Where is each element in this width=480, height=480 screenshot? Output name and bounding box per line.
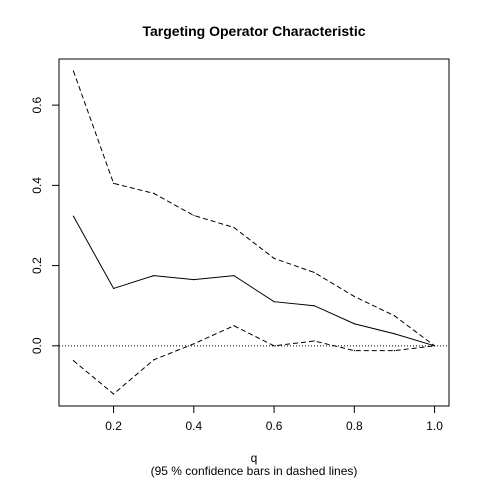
lower-confidence-line-point <box>112 393 115 395</box>
y-axis: 0.0 0.2 0.4 0.6 <box>30 96 60 354</box>
upper-confidence-line <box>72 70 435 347</box>
x-tick-label: 0.6 <box>266 419 283 433</box>
lower-confidence-line-point <box>433 345 436 347</box>
estimate-line <box>73 216 435 347</box>
estimate-line-point <box>353 323 355 325</box>
x-axis-label: q <box>251 451 258 465</box>
estimate-line-point <box>273 301 275 303</box>
upper-confidence-line-point <box>353 295 355 298</box>
y-tick-label: 0.6 <box>30 96 44 113</box>
x-tick-label: 1.0 <box>426 419 443 433</box>
lower-confidence-line-point <box>353 350 355 352</box>
lower-confidence-line-point <box>313 340 315 342</box>
upper-confidence-line-point <box>273 257 275 259</box>
estimate-line-point <box>233 275 235 277</box>
lower-confidence-line <box>73 325 435 395</box>
upper-confidence-line-point <box>193 214 195 217</box>
chart-title: Targeting Operator Characteristic <box>142 23 365 39</box>
upper-confidence-line-point <box>233 226 235 229</box>
upper-confidence-line-point <box>112 182 115 184</box>
lower-confidence-line-point <box>393 350 396 352</box>
upper-confidence-line-point <box>153 192 155 194</box>
lower-confidence-line-point <box>153 359 155 361</box>
estimate-line-point <box>193 279 195 281</box>
y-tick-label: 0.0 <box>30 337 44 354</box>
y-tick-label: 0.2 <box>30 257 44 274</box>
upper-confidence-line-point <box>72 70 75 72</box>
estimate-line-point <box>112 287 115 290</box>
lower-confidence-line-point <box>233 325 235 327</box>
plot-frame <box>58 58 450 407</box>
y-tick-label: 0.4 <box>30 177 44 194</box>
lower-confidence-line-point <box>193 343 195 345</box>
lower-confidence-line-point <box>72 360 75 362</box>
series-group <box>72 70 436 395</box>
x-tick-label: 0.2 <box>105 419 122 433</box>
x-axis-subtitle: (95 % confidence bars in dashed lines) <box>151 464 358 478</box>
estimate-line-point <box>313 305 315 307</box>
estimate-line-point <box>153 275 155 277</box>
x-tick-label: 0.4 <box>185 419 202 433</box>
estimate-line-point <box>393 333 396 335</box>
x-tick-label: 0.8 <box>346 419 363 433</box>
estimate-line-point <box>72 215 75 217</box>
lower-confidence-line-point <box>273 345 275 347</box>
upper-confidence-line-point <box>393 315 396 317</box>
upper-confidence-line-point <box>313 271 315 274</box>
x-axis: 0.2 0.4 0.6 0.8 1.0 <box>105 405 443 433</box>
